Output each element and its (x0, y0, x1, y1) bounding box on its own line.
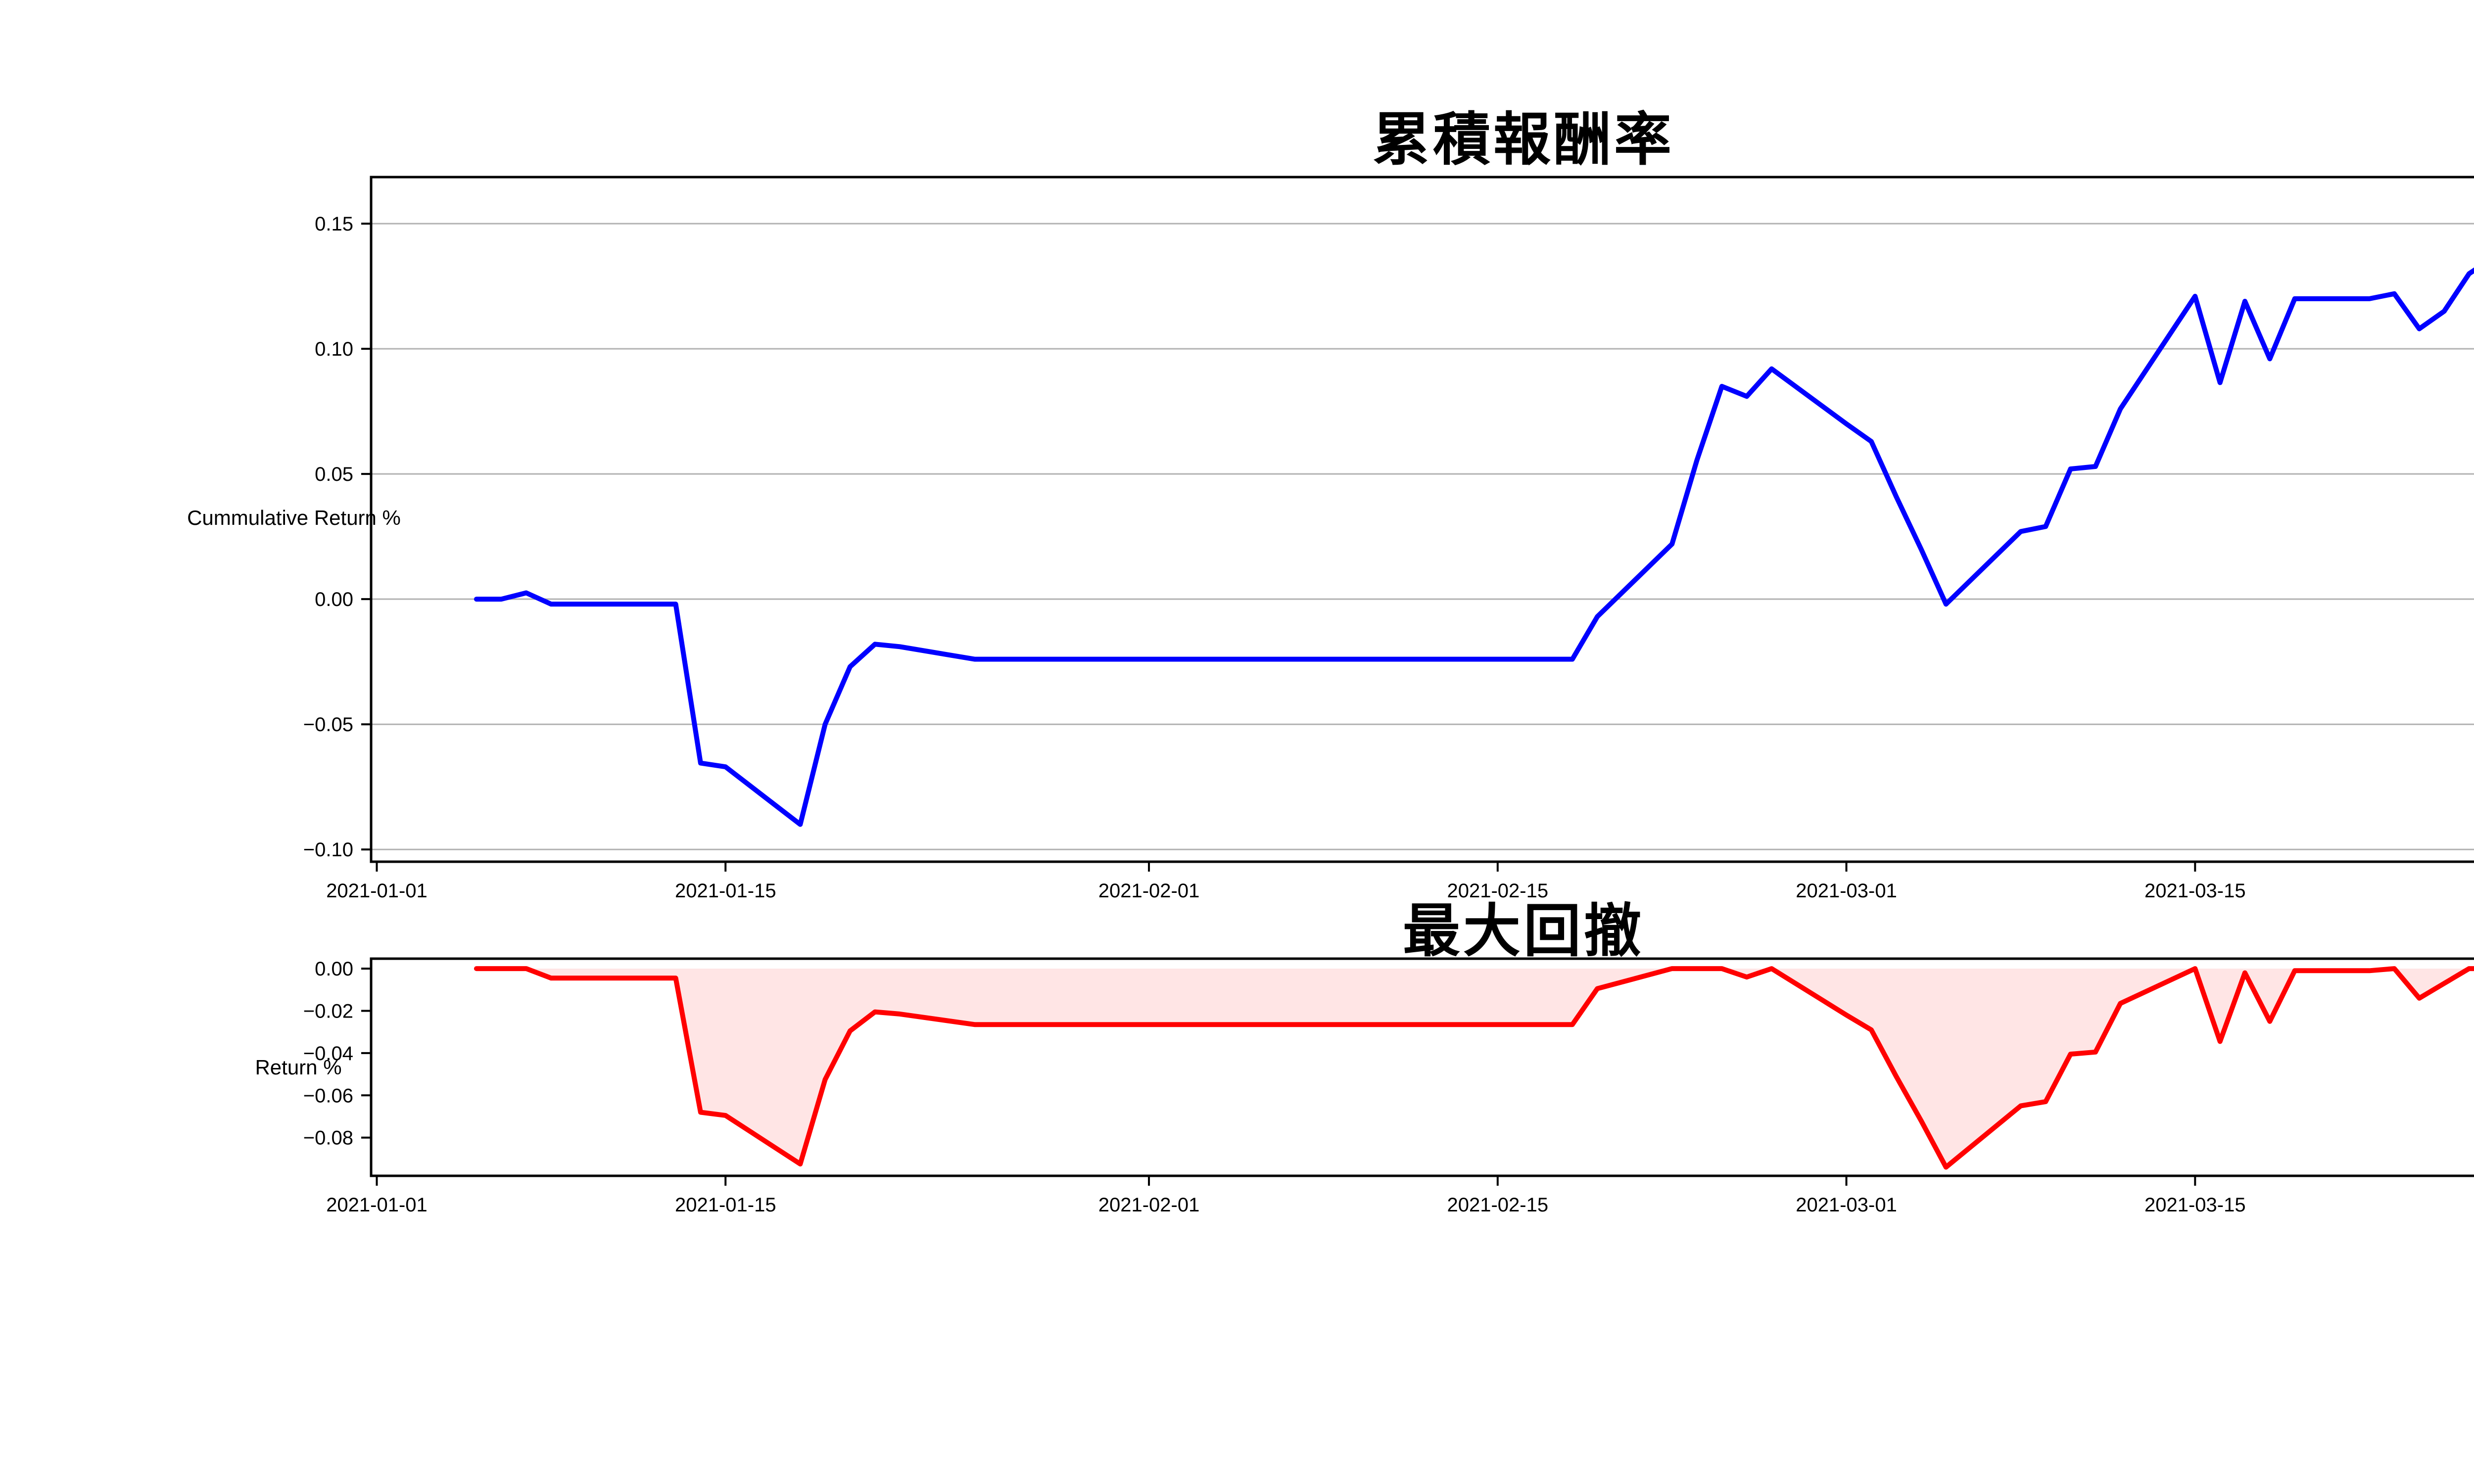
max-drawdown-line (474, 966, 2474, 1170)
x-tick-label: 2021-01-01 (326, 1194, 428, 1216)
y-tick-label: −0.08 (303, 1127, 353, 1149)
y-tick-label: −0.06 (303, 1085, 353, 1107)
x-tick-label: 2021-03-15 (2144, 880, 2246, 902)
x-tick-label: 2021-02-15 (1447, 880, 1548, 902)
x-tick-label: 2021-03-01 (1796, 880, 1897, 902)
y-tick-label: −0.04 (303, 1043, 353, 1065)
x-tick-label: 2021-01-15 (675, 1194, 776, 1216)
y-tick-label: 0.15 (315, 213, 353, 235)
y-tick-label: −0.02 (303, 1000, 353, 1022)
x-tick-label: 2021-01-15 (675, 880, 776, 902)
x-tick-label: 2021-01-01 (326, 880, 428, 902)
y-tick-label: −0.10 (303, 839, 353, 861)
x-tick-label: 2021-03-15 (2144, 1194, 2246, 1216)
x-tick-label: 2021-03-01 (1796, 1194, 1897, 1216)
drawdown-fill-area (476, 969, 2474, 1167)
y-tick-label: 0.05 (315, 464, 353, 485)
x-tick-label: 2021-02-01 (1098, 1194, 1200, 1216)
cumulative-return-chart-title: 累積報酬率 (1373, 107, 1674, 172)
cumulative-return-y-axis-label: Cummulative Return % (187, 506, 401, 529)
max-drawdown-chart-title: 最大回撤 (1403, 899, 1644, 963)
y-tick-label: 0.10 (315, 338, 353, 360)
x-tick-label: 2021-02-01 (1098, 880, 1200, 902)
plot-border (370, 957, 2474, 1177)
y-tick-label: 0.00 (315, 589, 353, 610)
y-tick-label: −0.05 (303, 714, 353, 736)
max-drawdown-y-axis-label: Return % (255, 1056, 342, 1079)
x-tick-label: 2021-02-15 (1447, 1194, 1548, 1216)
cumulative-return-line (474, 267, 2474, 827)
y-tick-label: 0.00 (315, 958, 353, 980)
plot-border (370, 176, 2474, 863)
